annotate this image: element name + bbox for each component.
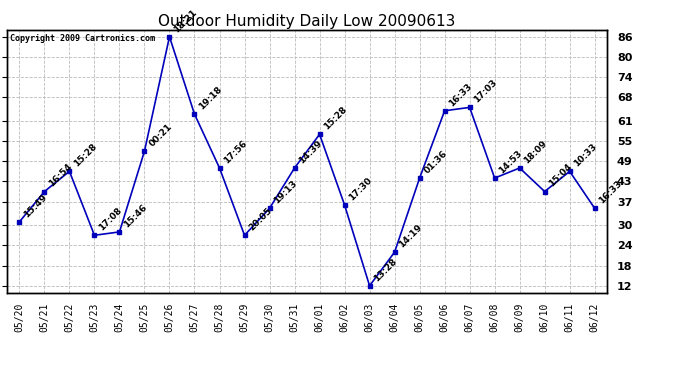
Text: 17:08: 17:08 (97, 206, 124, 232)
Text: 15:04: 15:04 (547, 162, 574, 189)
Text: Copyright 2009 Cartronics.com: Copyright 2009 Cartronics.com (10, 34, 155, 43)
Text: 16:33: 16:33 (598, 179, 624, 206)
Text: 17:30: 17:30 (347, 176, 374, 202)
Text: 18:09: 18:09 (522, 139, 549, 165)
Text: 16:54: 16:54 (47, 162, 74, 189)
Text: 19:18: 19:18 (197, 85, 224, 111)
Text: 15:28: 15:28 (322, 105, 349, 132)
Title: Outdoor Humidity Daily Low 20090613: Outdoor Humidity Daily Low 20090613 (159, 14, 455, 29)
Text: 14:39: 14:39 (297, 138, 324, 165)
Text: 10:33: 10:33 (573, 142, 599, 169)
Text: 14:19: 14:19 (397, 222, 424, 249)
Text: 16:33: 16:33 (447, 81, 474, 108)
Text: 01:36: 01:36 (422, 149, 449, 175)
Text: 15:28: 15:28 (72, 142, 99, 169)
Text: 00:21: 00:21 (147, 122, 174, 148)
Text: 13:28: 13:28 (373, 256, 399, 283)
Text: 14:53: 14:53 (497, 148, 524, 175)
Text: 17:56: 17:56 (222, 138, 249, 165)
Text: 20:05: 20:05 (247, 206, 274, 232)
Text: 15:49: 15:49 (22, 192, 49, 219)
Text: 18:21: 18:21 (172, 8, 199, 34)
Text: 17:03: 17:03 (473, 78, 499, 105)
Text: 15:46: 15:46 (122, 202, 149, 229)
Text: 19:13: 19:13 (273, 179, 299, 206)
